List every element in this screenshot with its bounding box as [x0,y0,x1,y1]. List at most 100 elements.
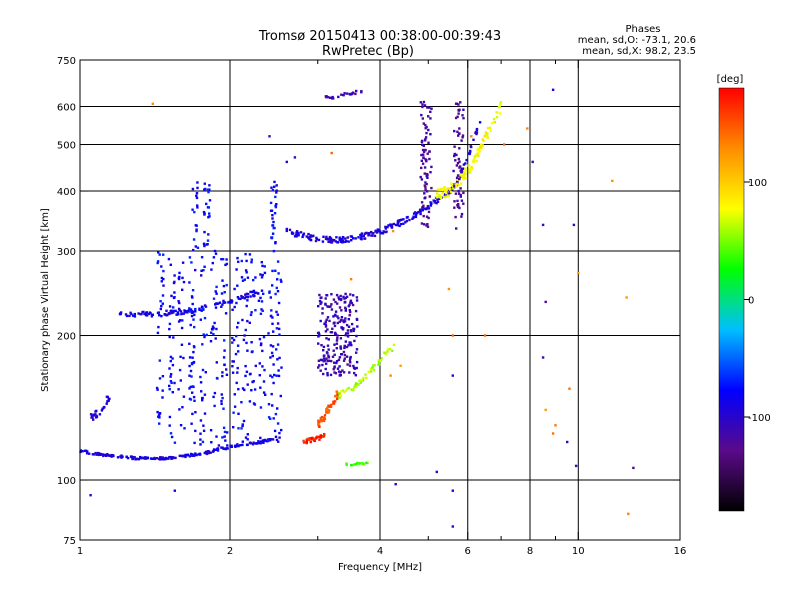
data-point [458,127,461,130]
data-point [131,457,134,461]
data-point [232,411,235,414]
data-point [260,308,263,311]
data-point [222,299,225,303]
data-point [276,290,280,293]
data-point [475,159,478,163]
data-point [360,378,363,382]
data-point [192,318,195,321]
data-point [465,158,468,162]
data-point [457,205,460,208]
data-point [486,132,489,135]
data-point [322,435,325,438]
data-point [233,393,236,396]
x-tick-label: 10 [572,546,585,557]
data-point [344,317,347,320]
data-point [328,405,332,408]
data-point [352,366,356,370]
data-point [424,138,427,141]
data-point [262,380,266,383]
data-point [236,371,239,374]
data-point [187,309,190,312]
data-point [278,333,281,336]
data-point [272,381,275,385]
data-point [110,454,113,457]
data-point [350,239,353,242]
data-point [143,312,146,316]
data-point [237,388,240,391]
data-point [343,357,346,360]
data-point [454,192,458,195]
data-point [332,298,336,301]
data-point [201,440,205,444]
data-point [335,361,338,365]
data-point [258,337,262,341]
data-point [285,227,288,231]
data-point [248,253,252,256]
data-point [351,237,355,240]
data-point [271,375,274,379]
data-point [153,457,156,461]
data-point [352,364,355,368]
data-point [384,227,387,230]
data-point [183,427,186,430]
data-point [195,192,199,195]
data-point [353,371,356,375]
data-point [180,454,183,458]
data-point [384,225,387,229]
data-point [326,408,329,411]
data-point [137,458,141,461]
data-point [279,278,282,282]
data-point [324,325,328,328]
data-point [343,297,346,300]
data-point [349,310,352,314]
data-point [245,304,248,308]
data-point [190,311,194,315]
data-point [160,314,163,318]
data-point [421,103,424,106]
data-point [241,423,244,426]
data-point [342,389,345,392]
data-point [346,387,349,390]
data-point [129,311,132,314]
data-point [203,212,206,215]
data-point [200,256,204,259]
data-point [341,241,344,244]
data-point [116,456,120,459]
data-point [155,457,159,460]
data-point [218,301,222,304]
data-point [426,152,429,155]
data-point [260,289,264,292]
data-point [317,359,321,362]
data-point [126,456,130,460]
data-point [423,192,426,195]
data-point [394,483,397,486]
data-point [254,276,257,279]
data-point [169,263,172,266]
data-point [345,92,349,95]
data-point [199,318,202,321]
data-point [210,268,213,271]
data-point [194,310,197,313]
data-point [350,343,353,347]
data-point [293,156,297,159]
data-point [252,289,256,293]
data-point [574,464,578,468]
data-point [456,181,459,184]
data-point [257,440,260,443]
data-point [92,418,95,421]
data-point [421,143,424,146]
data-point [241,440,244,443]
data-point [207,216,210,219]
data-point [339,370,342,374]
data-point [276,260,280,263]
data-point [141,456,144,459]
data-point [335,236,338,239]
data-point [199,375,202,379]
data-point [191,454,194,457]
data-point [428,106,431,109]
data-point [275,310,278,314]
data-point [344,306,347,309]
data-point [276,322,280,325]
data-point [276,358,279,361]
data-point [320,358,323,362]
